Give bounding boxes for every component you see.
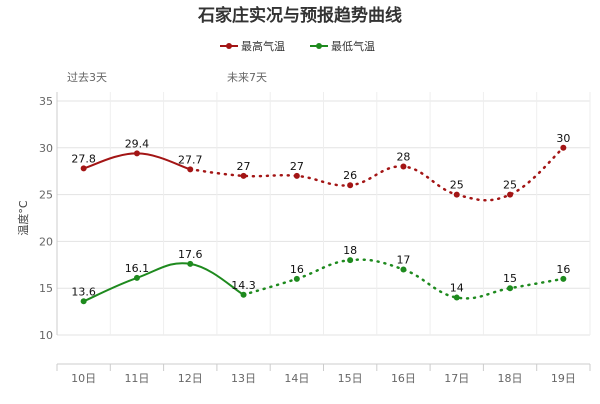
x-tick-label: 14日 [284,372,309,385]
data-label: 17 [396,253,410,266]
data-point[interactable] [240,291,247,298]
y-tick-label: 25 [39,189,53,202]
data-point[interactable] [400,266,407,273]
data-label: 15 [503,272,517,285]
data-label: 16.1 [125,262,150,275]
data-label: 29.4 [125,137,150,150]
data-point[interactable] [187,260,194,267]
x-tick-label: 11日 [124,372,149,385]
x-tick-label: 15日 [338,372,363,385]
x-tick-label: 16日 [391,372,416,385]
data-point[interactable] [507,285,514,292]
data-point[interactable] [560,275,567,282]
data-point[interactable] [507,191,514,198]
data-point[interactable] [240,172,247,179]
data-label: 27 [237,160,251,173]
chart-title: 石家庄实况与预报趋势曲线 [197,5,402,26]
data-label: 27.7 [178,153,203,166]
data-label: 26 [343,169,357,182]
data-label: 14 [450,282,464,295]
legend-label[interactable]: 最高气温 [241,39,285,53]
x-tick-label: 17日 [444,372,469,385]
x-tick-label: 18日 [498,372,523,385]
data-point[interactable] [293,275,300,282]
data-point[interactable] [133,150,140,157]
data-point[interactable] [293,172,300,179]
data-point[interactable] [80,165,87,172]
data-point[interactable] [560,144,567,151]
series-line-observed [83,262,245,303]
y-axis-label: 温度°C [16,200,30,235]
data-label: 27.8 [71,152,96,165]
legend-label[interactable]: 最低气温 [331,39,375,53]
y-tick-label: 15 [39,282,53,295]
y-tick-label: 10 [39,329,53,342]
x-tick-label: 19日 [551,372,576,385]
data-label: 16 [556,263,570,276]
data-label: 17.6 [178,248,203,261]
data-point[interactable] [453,191,460,198]
y-tick-label: 30 [39,142,53,155]
data-label: 30 [556,132,570,145]
data-point[interactable] [400,163,407,170]
data-point[interactable] [453,294,460,301]
data-label: 14.3 [231,279,256,292]
data-label: 13.6 [71,285,96,298]
data-label: 18 [343,244,357,257]
data-point[interactable] [347,182,354,189]
y-tick-label: 20 [39,235,53,248]
legend: 最高气温 最低气温 [220,39,375,53]
data-label: 25 [450,179,464,192]
data-point[interactable] [187,166,194,173]
data-label: 27 [290,160,304,173]
y-tick-label: 35 [39,95,53,108]
period-label-past: 过去3天 [67,71,107,84]
period-label-future: 未来7天 [227,71,267,84]
data-point[interactable] [133,274,140,281]
data-point[interactable] [347,257,354,264]
data-point[interactable] [80,298,87,305]
x-tick-label: 13日 [231,372,256,385]
series-line-forecast [189,146,565,202]
x-tick-label: 10日 [71,372,96,385]
data-label: 16 [290,263,304,276]
data-label: 25 [503,179,517,192]
x-tick-label: 12日 [178,372,203,385]
data-label: 28 [396,151,410,164]
